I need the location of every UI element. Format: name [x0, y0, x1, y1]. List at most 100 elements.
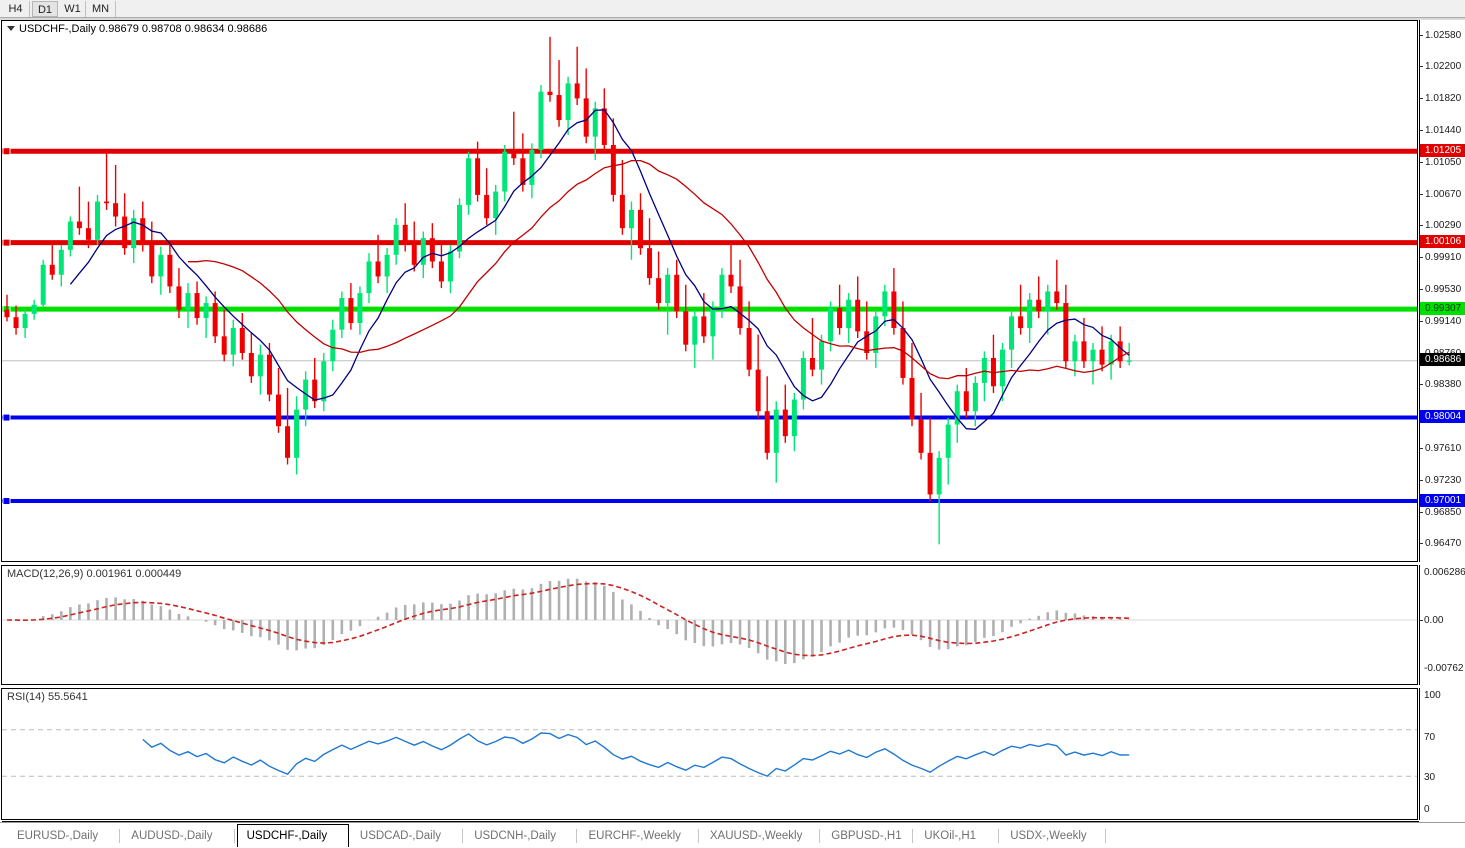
symbol-tab-label: AUDUSD-,Daily [131, 830, 213, 842]
symbol-ohlc-text: USDCHF-,Daily 0.98679 0.98708 0.98634 0.… [19, 23, 268, 35]
tick-label: 0.98760 [1425, 348, 1461, 360]
tick-label: 1.01440 [1425, 124, 1462, 136]
symbol-tab-gbpusdh1[interactable]: GBPUSD-,H1 [822, 826, 914, 846]
price-tick: 1.01820 [1420, 93, 1465, 105]
tab-divider [233, 829, 235, 843]
macd-plot [2, 578, 1417, 664]
macd-scale: 0.006286 0.00 -0.00762 [1419, 565, 1465, 685]
price-tick: 0.98760 [1420, 348, 1465, 360]
price-panel-label: USDCHF-,Daily 0.98679 0.98708 0.98634 0.… [7, 23, 267, 35]
level-price-tag-support-2[interactable]: 0.97001 [1420, 493, 1465, 507]
tick-label: 100 [1424, 690, 1441, 701]
tab-divider [576, 829, 578, 843]
tick-label: 0.99140 [1425, 316, 1462, 328]
tick-mark [1420, 34, 1423, 36]
price-tick: 0.97610 [1420, 443, 1465, 455]
macd-panel[interactable]: MACD(12,26,9) 0.001961 0.000449 [1, 565, 1418, 685]
top-divider [0, 18, 1465, 20]
symbol-tab-ukoilh1[interactable]: UKOil-,H1 [915, 826, 1000, 846]
rsi-plot [2, 729, 1417, 777]
tick-label: -0.00762 [1424, 663, 1464, 674]
price-tick: 0.96470 [1420, 538, 1465, 550]
symbol-tab-label: USDCAD-,Daily [359, 830, 442, 842]
timeframe-button-h4[interactable]: H4 [2, 1, 30, 17]
tick-mark [1420, 543, 1423, 545]
symbol-tab-label: USDCNH-,Daily [474, 830, 556, 842]
level-price-tag-pivot[interactable]: 0.99307 [1420, 301, 1465, 315]
price-chart-panel[interactable]: USDCHF-,Daily 0.98679 0.98708 0.98634 0.… [1, 20, 1418, 562]
tick-mark [1420, 448, 1423, 450]
symbol-tab-label: USDCHF-,Daily [246, 830, 328, 842]
timeframe-toolbar: H4 D1 W1 MN [0, 0, 1465, 18]
tick-mark [1420, 193, 1423, 195]
tab-divider [912, 829, 914, 843]
macd-tick: 0.00 [1420, 615, 1465, 627]
price-tick: 1.01050 [1420, 157, 1465, 169]
tick-mark [1420, 384, 1423, 386]
tick-label: 0.98380 [1425, 379, 1462, 391]
level-price-tag-support-1[interactable]: 0.98004 [1420, 410, 1465, 424]
price-tick: 1.02580 [1420, 30, 1465, 42]
tick-label: 0.96850 [1425, 506, 1462, 518]
tick-mark [1420, 352, 1423, 354]
tick-label: 0.99530 [1425, 283, 1462, 295]
symbol-tab-audusddaily[interactable]: AUDUSD-,Daily [122, 826, 235, 846]
symbol-tab-label: XAUUSD-,Weekly [709, 830, 803, 842]
symbol-tab-label: EURCHF-,Weekly [588, 830, 681, 842]
symbol-tab-usdchfdaily[interactable]: USDCHF-,Daily [236, 824, 349, 847]
tick-label: 0.97610 [1425, 443, 1462, 455]
rsi-tick: 30 [1420, 772, 1465, 784]
rsi-scale: 100 70 30 0 [1419, 688, 1464, 820]
price-scale-column[interactable]: 1.02580 1.02200 1.01820 1.01440 1.01050 1.006… [1419, 20, 1465, 820]
tick-label: 70 [1424, 732, 1436, 743]
price-scale[interactable]: 1.02580 1.02200 1.01820 1.01440 1.01050 1.006… [1419, 20, 1465, 562]
symbol-tab-eurusddaily[interactable]: EURUSD-,Daily [8, 826, 121, 846]
rsi-tick: 0 [1420, 804, 1465, 816]
tick-mark [1420, 162, 1423, 164]
symbol-tab-usdcaddaily[interactable]: USDCAD-,Daily [351, 826, 464, 846]
chart-area: USDCHF-,Daily 0.98679 0.98708 0.98634 0.… [1, 20, 1465, 841]
symbol-tab-label: USDX-,Weekly [1010, 830, 1087, 842]
tick-label: 0.00 [1424, 615, 1444, 626]
rsi-panel[interactable]: RSI(14) 55.5641 [1, 688, 1418, 820]
tick-mark [1420, 321, 1423, 323]
tick-label: 1.01820 [1425, 93, 1462, 105]
tick-label: 0.99910 [1425, 251, 1462, 263]
price-tick: 1.02200 [1420, 61, 1465, 73]
timeframe-button-d1[interactable]: D1 [32, 1, 58, 17]
tab-divider [462, 829, 464, 843]
macd-tick: 0.006286 [1420, 567, 1465, 579]
tick-label: 1.01050 [1425, 157, 1462, 169]
symbol-tab-usdxweekly[interactable]: USDX-,Weekly [1001, 826, 1107, 846]
symbol-tab-usdcnhdaily[interactable]: USDCNH-,Daily [465, 826, 578, 846]
price-tick: 1.01440 [1420, 125, 1465, 137]
timeframe-button-w1[interactable]: W1 [60, 1, 86, 17]
symbol-tab-bar: EURUSD-,Daily AUDUSD-,Daily USDCHF-,Daily U… [0, 822, 1465, 848]
level-price-tag-resistance-1[interactable]: 1.01205 [1420, 143, 1465, 157]
symbol-tab-xauusdweekly[interactable]: XAUUSD-,Weekly [701, 826, 821, 846]
tick-label: 1.00290 [1425, 220, 1462, 232]
price-tick: 0.96850 [1420, 507, 1465, 519]
symbol-tab-label: GBPUSD-,H1 [831, 830, 902, 842]
symbol-tab-eurchfweekly[interactable]: EURCHF-,Weekly [580, 826, 699, 846]
level-price-tag-resistance-2[interactable]: 1.00106 [1420, 235, 1465, 249]
collapse-triangle-icon[interactable] [7, 25, 15, 31]
tick-label: 30 [1424, 772, 1436, 783]
price-tick: 0.97230 [1420, 475, 1465, 487]
tab-divider [119, 829, 121, 843]
tick-label: 1.02200 [1425, 61, 1462, 73]
symbol-tab-label: UKOil-,H1 [924, 830, 977, 842]
timeframe-button-mn[interactable]: MN [86, 1, 116, 17]
tick-label: 0.96470 [1425, 538, 1462, 550]
price-tick: 1.00670 [1420, 189, 1465, 201]
rsi-tick: 100 [1420, 690, 1465, 702]
tab-divider [998, 829, 1000, 843]
macd-label: MACD(12,26,9) 0.001961 0.000449 [7, 568, 182, 580]
symbol-tab-label: EURUSD-,Daily [17, 830, 99, 842]
tick-mark [1420, 66, 1423, 68]
price-tick: 0.99530 [1420, 284, 1465, 296]
tick-mark [1420, 98, 1423, 100]
tick-mark [1420, 256, 1423, 258]
tick-label: 0.97230 [1425, 474, 1462, 486]
